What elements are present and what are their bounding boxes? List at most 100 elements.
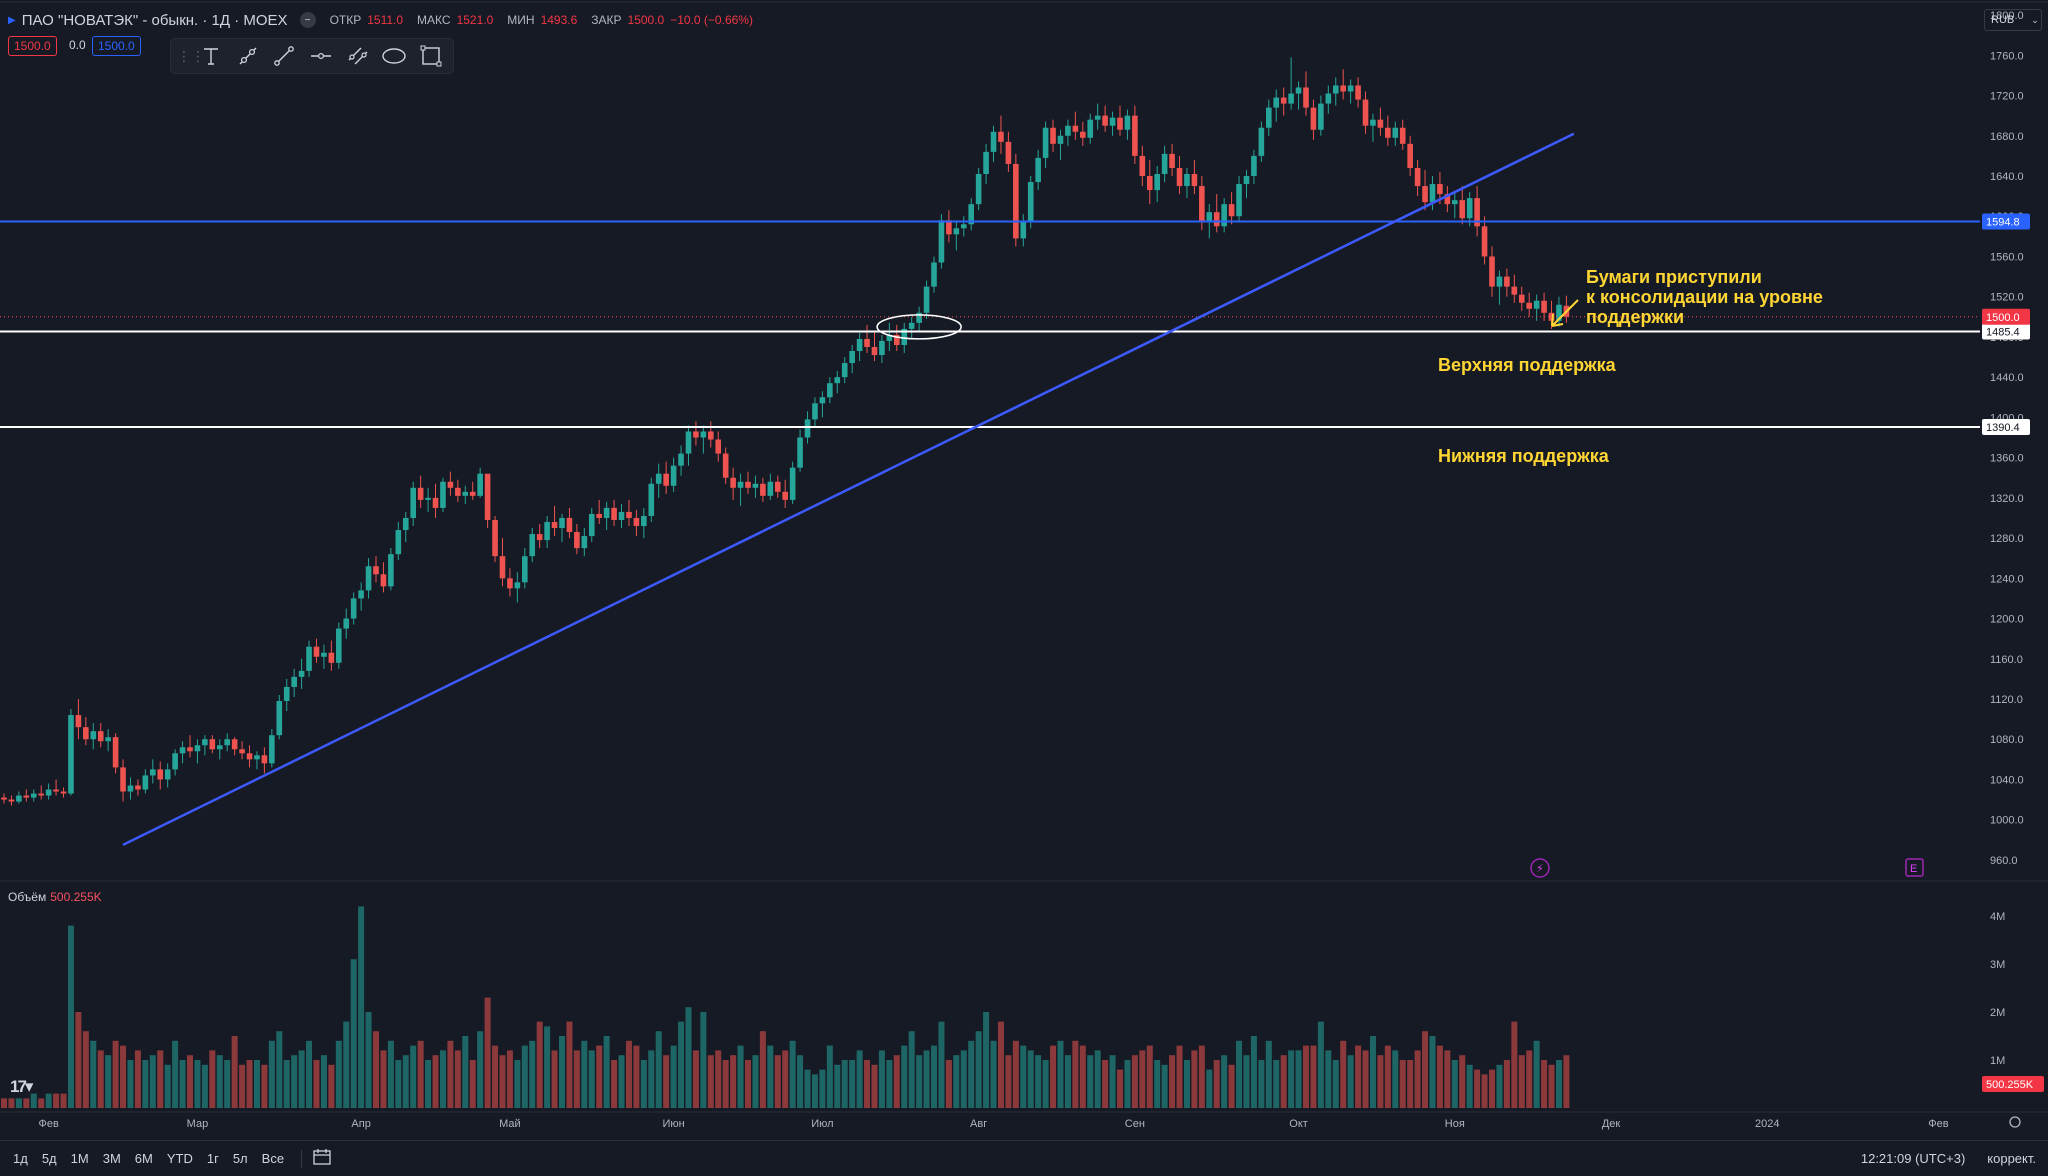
volume-bar [1213,1060,1220,1108]
volume-bar [529,1040,536,1108]
volume-bar [1,1098,7,1108]
candle-body [1295,87,1302,94]
price-axis[interactable]: 960.0 1000.0 1040.0 1080.0 1120.0 1160.0 1200.… [1990,10,2024,867]
volume-bar [1131,1055,1138,1108]
volume-bar [1079,1045,1086,1108]
sell-price-box[interactable]: 1500.0 [8,36,57,56]
candle-body [1169,153,1175,168]
volume-bar [916,1055,923,1108]
volume-bar [1295,1050,1302,1108]
volume-bar [1035,1055,1042,1108]
range-1m[interactable]: 1М [70,1151,89,1166]
last-price-tag [1982,308,2030,325]
range-3m[interactable]: 3М [102,1151,121,1166]
buy-price-box[interactable]: 1500.0 [92,36,141,56]
range-6m[interactable]: 6М [134,1151,153,1166]
time-tick-label: Ноя [1445,1118,1465,1130]
volume-bar [67,925,74,1108]
volume-bar [1511,1021,1518,1108]
trend-line-icon[interactable] [268,41,301,71]
range-all[interactable]: Все [261,1151,285,1166]
candle-body [767,481,774,496]
volume-bar [1466,1064,1473,1108]
candle-body [350,598,357,619]
candle-body [648,483,655,516]
parallel-channel-icon[interactable] [341,41,374,71]
volume-bar [581,1040,588,1108]
grip-icon[interactable]: ⋮⋮ [177,47,205,64]
range-5y[interactable]: 5л [232,1151,248,1166]
range-1d[interactable]: 1д [13,1151,28,1166]
volume-bar [53,1093,60,1108]
range-5d[interactable]: 5д [41,1151,57,1166]
candle-body [871,346,878,356]
candle-body [1191,173,1198,187]
volume-bar [1496,1064,1503,1108]
candle-body [797,437,803,468]
candle-body [618,511,625,520]
volume-bar [1094,1050,1101,1108]
minus-icon[interactable]: − [299,12,316,28]
candle-body [202,739,208,746]
volume-bar [1102,1060,1109,1108]
candle-body [1013,163,1019,239]
range-1y[interactable]: 1г [206,1151,219,1166]
volume-bar [268,1040,275,1108]
candle-body [1444,194,1451,205]
time-tick-label: Окт [1289,1118,1308,1130]
volume-bar [1377,1055,1384,1108]
symbol-title[interactable]: ПАО "НОВАТЭК" - обыкн. · 1Д · MOEX [21,11,288,29]
candle-body [745,481,751,488]
candle-body [373,566,379,575]
ellipse-tool-icon[interactable] [378,41,411,71]
candle-body [1057,135,1064,144]
calendar-icon[interactable] [312,1148,332,1169]
candle-body [492,519,498,557]
volume-bar [276,1031,283,1108]
volume-bar [983,1012,990,1108]
volume-bar [573,1050,580,1108]
volume-bar [320,1055,327,1108]
collapse-icon[interactable]: ▶ [8,14,16,26]
candle-body [68,715,74,794]
candle-body [812,403,818,420]
volume-bar [306,1040,313,1108]
candle-body [685,431,692,454]
currency-select[interactable]: RUB ⌄ [1984,9,2042,31]
volume-bar [1451,1060,1458,1108]
volume-bar [484,997,491,1108]
tradingview-logo-icon[interactable]: 17▾ [10,1077,33,1096]
candle-body [343,618,350,629]
volume-bar [663,1055,670,1108]
candle-body [1526,302,1532,309]
volume-bar [1161,1064,1168,1108]
volume-bar [365,1012,372,1108]
volume-bar [350,959,357,1108]
volume-bar [373,1031,379,1108]
trend-line [122,132,1575,846]
volume-bar [767,1045,774,1108]
candle-body [804,419,811,438]
time-axis[interactable]: Фев Мар Апр Май Июн Июл Авг Сен Окт Ноя Дек 2024 Фев [0,1111,2048,1130]
volume-bar [142,1060,149,1108]
candle-body [983,151,989,174]
candle-body [395,530,402,555]
candle-body [574,532,580,549]
ray-tool-icon[interactable] [232,41,265,71]
volume-bar [1392,1050,1399,1108]
volume-bar [759,1031,766,1108]
adjust-toggle[interactable]: коррект. [1987,1151,2036,1166]
text-tool-icon[interactable] [195,41,228,71]
range-ytd[interactable]: YTD [166,1151,193,1166]
candle-body [908,322,915,329]
candle-body [53,789,59,792]
clock-time[interactable]: 12:21:09 (UTC+3) [1860,1151,1966,1166]
candle-body [45,789,52,796]
drawings-layer[interactable]: 1594.8 1485.4 1390.4 1500.0 ⚡ E [0,132,2030,878]
horizontal-line-icon[interactable] [305,41,338,71]
chart-canvas[interactable]: 960.0 1000.0 1040.0 1080.0 1120.0 1160.0 1200.… [0,0,2048,1140]
candle-body [1161,153,1168,174]
rectangle-tool-icon[interactable] [414,41,447,71]
candle-body [254,755,260,760]
volume-bar [239,1064,246,1108]
